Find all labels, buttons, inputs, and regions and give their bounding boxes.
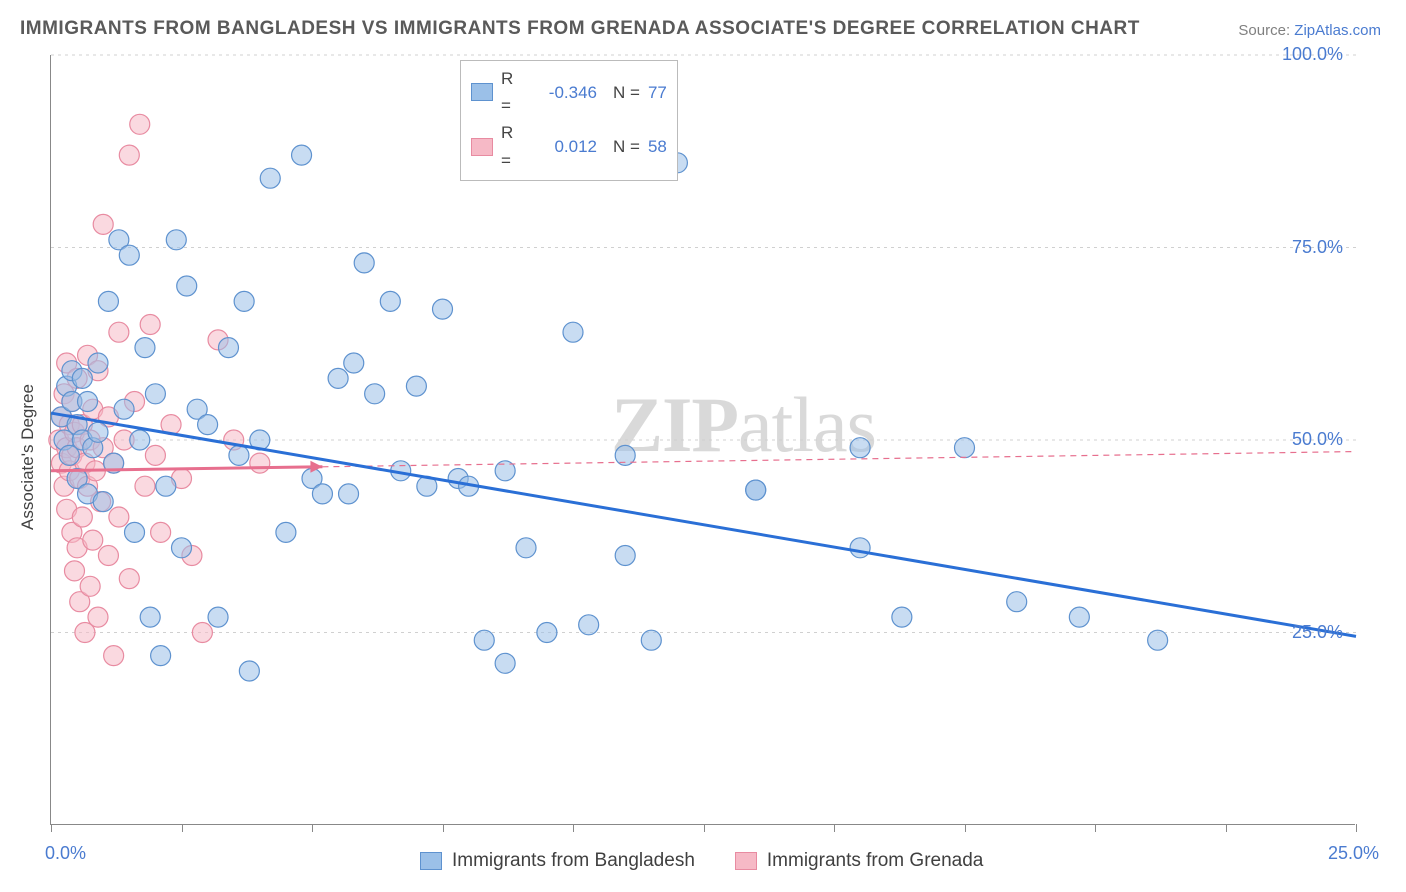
- x-tick-label: 25.0%: [1328, 843, 1379, 864]
- r-value-grenada: 0.012: [527, 133, 597, 160]
- x-tick: [443, 824, 444, 832]
- r-label: R =: [501, 65, 519, 119]
- x-tick: [834, 824, 835, 832]
- x-tick: [573, 824, 574, 832]
- y-tick-label: 100.0%: [1282, 44, 1343, 65]
- source-prefix: Source:: [1238, 22, 1294, 39]
- chart-title: IMMIGRANTS FROM BANGLADESH VS IMMIGRANTS…: [20, 18, 1140, 40]
- swatch-grenada: [735, 852, 757, 870]
- n-value-bangladesh: 77: [648, 79, 667, 106]
- source-attribution: Source: ZipAtlas.com: [1238, 22, 1381, 39]
- x-tick: [182, 824, 183, 832]
- x-tick: [704, 824, 705, 832]
- legend-label-grenada: Immigrants from Grenada: [767, 850, 983, 872]
- swatch-bangladesh: [471, 83, 493, 101]
- r-label: R =: [501, 119, 519, 173]
- n-label: N =: [613, 79, 640, 106]
- y-tick-label: 25.0%: [1292, 622, 1343, 643]
- legend-correlation: R = -0.346 N = 77 R = 0.012 N = 58: [460, 60, 678, 181]
- y-tick-label: 75.0%: [1292, 237, 1343, 258]
- n-label: N =: [613, 133, 640, 160]
- x-tick: [1095, 824, 1096, 832]
- n-value-grenada: 58: [648, 133, 667, 160]
- x-tick: [312, 824, 313, 832]
- legend-row-grenada: R = 0.012 N = 58: [471, 119, 667, 173]
- swatch-grenada: [471, 138, 493, 156]
- legend-item-bangladesh: Immigrants from Bangladesh: [420, 850, 695, 872]
- y-tick-label: 50.0%: [1292, 429, 1343, 450]
- legend-row-bangladesh: R = -0.346 N = 77: [471, 65, 667, 119]
- x-tick: [1356, 824, 1357, 832]
- x-tick: [51, 824, 52, 832]
- swatch-bangladesh: [420, 852, 442, 870]
- legend-series: Immigrants from Bangladesh Immigrants fr…: [420, 850, 983, 872]
- x-tick: [965, 824, 966, 832]
- x-tick: [1226, 824, 1227, 832]
- r-value-bangladesh: -0.346: [527, 79, 597, 106]
- legend-label-bangladesh: Immigrants from Bangladesh: [452, 850, 695, 872]
- chart-svg: [51, 55, 1356, 825]
- x-tick-label: 0.0%: [45, 843, 86, 864]
- plot-area: ZIPatlas 25.0%50.0%75.0%100.0%0.0%25.0%: [50, 55, 1355, 825]
- y-axis-label: Associate's Degree: [18, 384, 38, 530]
- source-link[interactable]: ZipAtlas.com: [1294, 22, 1381, 39]
- legend-item-grenada: Immigrants from Grenada: [735, 850, 983, 872]
